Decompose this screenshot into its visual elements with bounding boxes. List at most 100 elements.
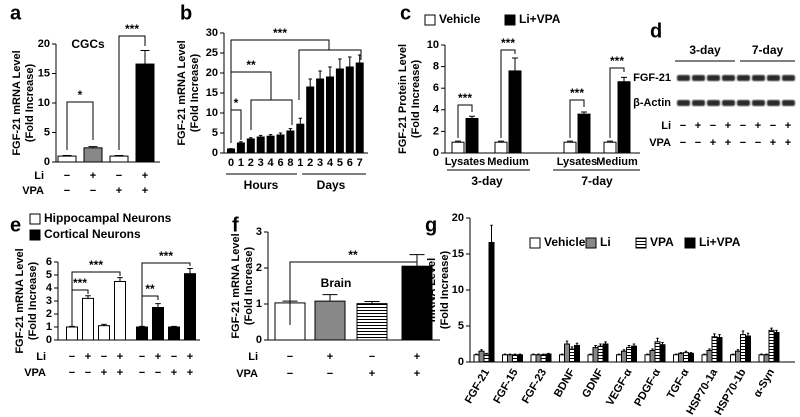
bar-hatch — [712, 336, 717, 362]
bar — [236, 142, 245, 154]
bar — [545, 353, 552, 363]
error-bar — [607, 140, 613, 143]
x-tick-label: 3 — [258, 157, 264, 169]
bar — [517, 354, 523, 363]
significance-bracket — [71, 271, 121, 290]
y-axis-label: FGF-21 mRNA Level (Fold Increase) — [176, 40, 201, 145]
treatment-sign: + — [171, 367, 177, 379]
blot-band — [737, 100, 750, 106]
significance-bracket — [230, 71, 293, 130]
error-bar — [101, 323, 107, 326]
error-bar — [249, 137, 253, 139]
bar — [335, 68, 344, 154]
group-label: 3-day — [471, 174, 503, 188]
bar-hatch — [484, 354, 489, 362]
treatment-sign: + — [101, 367, 107, 379]
y-tick-label: 10 — [206, 107, 218, 119]
error-bar — [268, 134, 273, 137]
treatment-sign: − — [740, 137, 746, 149]
treatment-sign: − — [287, 351, 293, 363]
panel-letter: a — [10, 2, 22, 24]
x-tick-label: 0 — [228, 157, 234, 169]
x-tick-label: FGF-15 — [491, 367, 520, 406]
error-bar — [604, 341, 607, 344]
bar — [678, 352, 684, 363]
bar — [631, 345, 637, 363]
group-label: 7-day — [581, 174, 613, 188]
error-bar — [775, 329, 778, 333]
bar — [716, 337, 723, 363]
blot-band — [677, 75, 690, 81]
treatment-sign: + — [785, 137, 791, 149]
significance-label: ** — [145, 282, 155, 296]
bar — [758, 354, 765, 363]
y-label-line: FGF-21 mRNA Level — [14, 248, 26, 353]
error-bar — [298, 117, 303, 125]
error-bar — [679, 352, 683, 354]
bar — [306, 86, 315, 154]
bar — [603, 141, 617, 154]
error-bar — [348, 56, 352, 67]
treatment-name: VPA — [649, 137, 671, 149]
legend-swatch — [529, 237, 541, 249]
blot-band — [752, 75, 765, 81]
error-bar — [114, 155, 124, 157]
bar — [326, 76, 334, 154]
treatment-sign: − — [69, 351, 75, 363]
error-bar — [651, 348, 654, 351]
treatment-sign: − — [155, 367, 161, 379]
bar — [564, 343, 570, 363]
error-bar — [69, 325, 75, 327]
bar — [478, 350, 485, 363]
bar — [688, 352, 694, 363]
error-bar — [62, 155, 72, 157]
error-bar — [661, 342, 664, 345]
y-tick-label: 3 — [46, 295, 52, 307]
error-bar — [594, 344, 597, 348]
panel-letter: e — [10, 214, 21, 236]
significance-label: * — [78, 88, 83, 102]
treatment-sign: + — [695, 120, 701, 132]
error-bar — [689, 352, 693, 354]
treatment-sign: + — [187, 351, 193, 363]
bar — [98, 325, 110, 341]
y-tick-label: 5 — [46, 269, 52, 281]
significance-bracket — [66, 101, 94, 150]
y-tick-label: 6 — [46, 256, 52, 268]
x-tick-label: α-Syn — [751, 367, 777, 400]
legend-label: VPA — [650, 235, 674, 249]
error-bar — [741, 330, 745, 335]
y-axis-label: FGF-21 Protein Level (Fold Increase) — [397, 44, 422, 154]
bar — [644, 354, 651, 363]
legend-label: Hippocampal Neurons — [44, 211, 172, 225]
bar — [57, 155, 77, 163]
treatment-sign: − — [710, 120, 716, 132]
legend-label: Li+VPA — [699, 235, 741, 249]
blot-band — [752, 100, 765, 106]
bar-hatch — [541, 354, 546, 362]
bar — [763, 354, 770, 363]
bar — [473, 354, 480, 363]
error-bar — [532, 353, 535, 355]
bar — [559, 354, 565, 363]
error-bar — [171, 325, 177, 327]
bar — [82, 297, 94, 341]
error-bar — [575, 342, 579, 346]
panel-letter: c — [400, 2, 411, 24]
error-bar — [567, 140, 573, 143]
significance-bracket — [71, 289, 89, 326]
treatment-sign: + — [755, 120, 761, 132]
y-tick-label: 20 — [206, 67, 218, 79]
y-tick-label: 20 — [38, 38, 50, 50]
bar — [563, 141, 577, 154]
bar — [602, 343, 609, 363]
significance-bracket — [500, 49, 516, 138]
y-tick-label: 4 — [46, 282, 53, 294]
legend-hatch — [636, 238, 646, 248]
y-tick-label: 0 — [256, 334, 262, 346]
bar — [617, 81, 631, 154]
error-bar — [88, 146, 98, 148]
error-bar — [322, 294, 338, 302]
bar — [316, 78, 325, 154]
significance-label: *** — [570, 86, 584, 100]
